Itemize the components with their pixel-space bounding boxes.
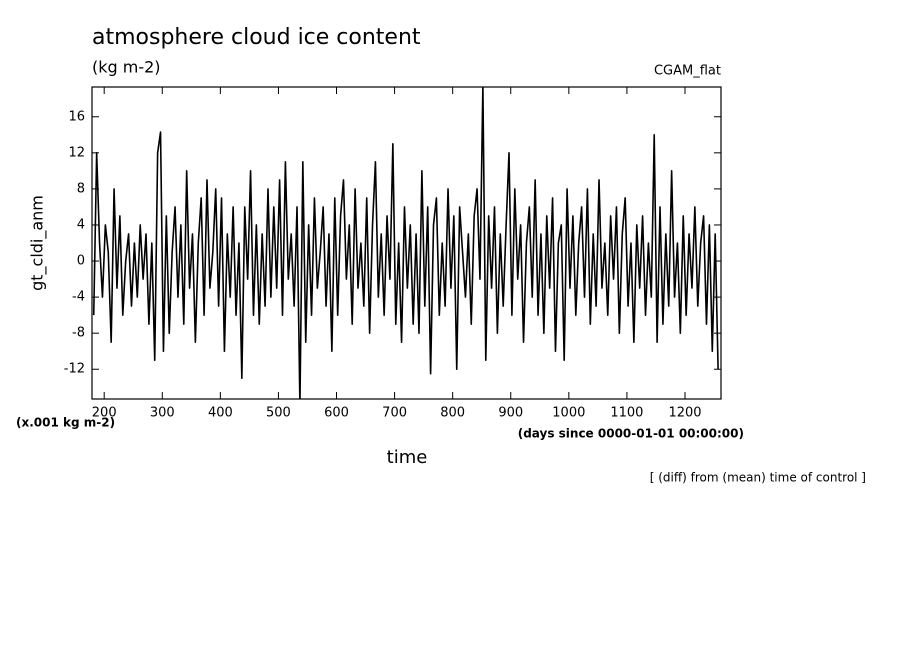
y-unit: (x.001 kg m-2) (16, 416, 115, 430)
y-tick-label: 16 (68, 109, 85, 124)
x-tick-label: 900 (498, 406, 523, 421)
chart-subtitle: (kg m-2) (92, 58, 161, 77)
chart-title: atmosphere cloud ice content (92, 25, 421, 50)
x-tick-label: 300 (150, 406, 175, 421)
y-tick-label: 4 (77, 217, 85, 232)
y-axis-label: gt_cldi_anm (28, 195, 48, 291)
y-tick-label: -8 (72, 326, 85, 341)
x-axis-label: time (387, 447, 428, 468)
x-tick-label: 600 (324, 406, 349, 421)
plot-frame (91, 86, 722, 400)
x-tick-label: 1100 (610, 406, 643, 421)
y-tick-label: 12 (68, 145, 85, 160)
x-tick-label: 400 (208, 406, 233, 421)
y-tick-label: -12 (64, 362, 85, 377)
x-tick-label: 1000 (552, 406, 585, 421)
y-tick-label: -4 (72, 290, 85, 305)
x-tick-label: 200 (92, 406, 117, 421)
x-unit: (days since 0000-01-01 00:00:00) (518, 427, 744, 441)
y-tick-label: 8 (77, 181, 85, 196)
x-tick-label: 700 (382, 406, 407, 421)
x-tick-label: 1200 (668, 406, 701, 421)
annotation: CGAM_flat (654, 64, 721, 79)
x-tick-label: 800 (440, 406, 465, 421)
y-tick-label: 0 (77, 254, 85, 269)
footnote: [ (diff) from (mean) time of control ] (650, 471, 866, 485)
data-line (92, 87, 719, 399)
x-tick-label: 500 (266, 406, 291, 421)
